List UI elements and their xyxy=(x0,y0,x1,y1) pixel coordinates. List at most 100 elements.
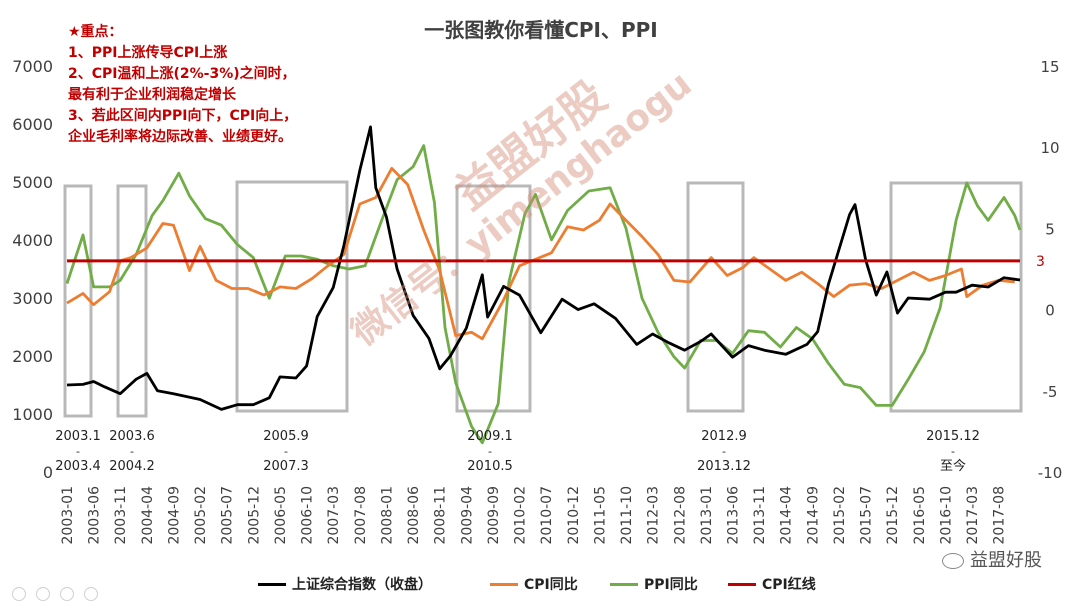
y-right-tick-label: -10 xyxy=(1038,464,1063,482)
legend-swatch xyxy=(490,582,518,586)
y-left-tick-label: 4000 xyxy=(12,231,53,250)
x-tick-label: 2013-06 xyxy=(726,486,742,545)
series-line-0 xyxy=(66,125,1021,411)
x-tick-label: 2004-09 xyxy=(166,486,182,545)
x-tick-label: 2017-08 xyxy=(992,486,1008,545)
period-box xyxy=(889,181,1023,413)
period-end-label: 2003.4 xyxy=(55,459,101,474)
period-box xyxy=(455,184,532,413)
period-box xyxy=(686,181,745,413)
legend-item-ppi: PPI同比 xyxy=(610,574,698,594)
legend-label: CPI红线 xyxy=(762,577,816,593)
legend-label: 上证综合指数（收盘） xyxy=(292,577,432,593)
x-tick-label: 2011-05 xyxy=(592,486,608,545)
note-line: 3、若此区间内PPI向下，CPI向上， xyxy=(68,108,298,124)
legend-item-redline: CPI红线 xyxy=(728,574,816,594)
prev-slide-icon[interactable] xyxy=(12,587,26,601)
chart-title: 一张图教你看懂CPI、PPI xyxy=(424,18,658,42)
x-tick-label: 2012-03 xyxy=(646,486,662,545)
period-end-label: 2013.12 xyxy=(697,459,751,474)
x-tick-label: 2013-01 xyxy=(699,486,715,545)
legend-swatch xyxy=(610,582,638,586)
slide-toolbar xyxy=(12,587,98,601)
y-right-tick-label: 10 xyxy=(1040,139,1059,157)
y-right-tick-label: 15 xyxy=(1040,58,1059,76)
period-start-label: 2009.1 xyxy=(467,429,513,444)
next-slide-icon[interactable] xyxy=(36,587,50,601)
y-right-tick-label: -5 xyxy=(1043,383,1058,401)
x-tick-label: 2016-05 xyxy=(912,486,928,545)
x-tick-label: 2009-04 xyxy=(459,486,475,545)
wechat-icon xyxy=(942,553,964,569)
y-right-tick-label: 0 xyxy=(1045,302,1055,320)
period-labels: 2003.1-2003.42003.6-2004.22005.9-2007.32… xyxy=(55,429,980,474)
x-tick-label: 2015-07 xyxy=(859,486,875,545)
key-notes: ★重点： 1、PPI上涨传导CPI上涨 2、CPI温和上涨(2%-3%)之间时，… xyxy=(68,22,297,148)
legend-item-cpi: CPI同比 xyxy=(490,574,578,594)
x-tick-label: 2006-05 xyxy=(273,486,289,545)
period-start-label: 2012.9 xyxy=(701,429,747,444)
x-tick-label: 2004-04 xyxy=(140,486,156,545)
period-start-label: 2015.12 xyxy=(926,429,980,444)
y-left-tick-label: 0 xyxy=(43,463,53,482)
period-dash: - xyxy=(130,445,134,458)
x-tick-label: 2013-11 xyxy=(752,486,768,545)
chart-legend: 上证综合指数（收盘） CPI同比 PPI同比 CPI红线 xyxy=(0,574,1080,596)
y-left-tick-label: 5000 xyxy=(12,173,53,192)
note-line: 最有利于企业利润稳定增长 xyxy=(68,87,236,103)
brand-mark: 益盟好股 xyxy=(942,546,1042,572)
series-line-2 xyxy=(65,144,1022,445)
y-left-tick-label: 2000 xyxy=(12,347,53,366)
x-tick-label: 2014-04 xyxy=(779,486,795,545)
period-boxes xyxy=(63,180,1023,418)
x-tick-label: 2008-01 xyxy=(379,486,395,545)
x-tick-label: 2003-06 xyxy=(87,486,103,545)
x-tick-label: 2015-02 xyxy=(832,486,848,545)
period-box xyxy=(116,184,148,418)
redline-value-label: 3 xyxy=(1036,254,1045,270)
period-dash: - xyxy=(488,445,492,458)
y-left-tick-label: 3000 xyxy=(12,289,53,308)
x-tick-label: 2010-07 xyxy=(539,486,555,545)
note-line: 2、CPI温和上涨(2%-3%)之间时， xyxy=(68,66,296,82)
x-tick-label: 2006-10 xyxy=(300,486,316,545)
legend-swatch xyxy=(258,582,286,586)
x-tick-label: 2007-03 xyxy=(326,486,342,545)
note-line: 企业毛利率将边际改善、业绩更好。 xyxy=(68,129,292,145)
series-lines: 3 xyxy=(65,125,1045,445)
period-dash: - xyxy=(722,445,726,458)
period-dash: - xyxy=(951,445,955,458)
period-end-label: 2004.2 xyxy=(109,459,155,474)
legend-label: CPI同比 xyxy=(524,577,578,593)
period-end-label: 2010.5 xyxy=(467,459,513,474)
x-tick-label: 2010-12 xyxy=(566,486,582,545)
x-tick-label: 2003-11 xyxy=(113,486,129,545)
y-left-tick-label: 1000 xyxy=(12,405,53,424)
x-axis: 2003-01 2003-06 2003-11 2004-04 2004-09 2005-… xyxy=(60,486,1008,545)
x-tick-label: 2017-03 xyxy=(965,486,981,545)
period-dash: - xyxy=(284,445,288,458)
period-end-label: 2007.3 xyxy=(263,459,309,474)
period-start-label: 2003.1 xyxy=(55,429,101,444)
period-end-label: 至今 xyxy=(940,458,966,474)
x-tick-label: 2003-01 xyxy=(60,486,76,545)
note-heading: ★重点： xyxy=(68,24,123,40)
menu-icon[interactable] xyxy=(84,587,98,601)
x-tick-label: 2008-11 xyxy=(433,486,449,545)
x-tick-label: 2012-08 xyxy=(672,486,688,545)
y-axis-left: 0 1000 2000 3000 4000 5000 6000 7000 xyxy=(12,57,53,482)
x-tick-label: 2016-10 xyxy=(938,486,954,545)
pen-icon[interactable] xyxy=(60,587,74,601)
y-left-tick-label: 7000 xyxy=(12,57,53,76)
x-tick-label: 2005-12 xyxy=(246,486,262,545)
x-tick-label: 2009-09 xyxy=(486,486,502,545)
period-box xyxy=(235,180,349,413)
y-axis-right: -10 -5 0 5 10 15 xyxy=(1038,58,1063,482)
brand-label: 益盟好股 xyxy=(970,550,1042,571)
period-start-label: 2003.6 xyxy=(109,429,155,444)
legend-item-sse: 上证综合指数（收盘） xyxy=(258,574,432,594)
x-tick-label: 2007-08 xyxy=(353,486,369,545)
x-tick-label: 2014-09 xyxy=(805,486,821,545)
x-tick-label: 2011-10 xyxy=(619,486,635,545)
